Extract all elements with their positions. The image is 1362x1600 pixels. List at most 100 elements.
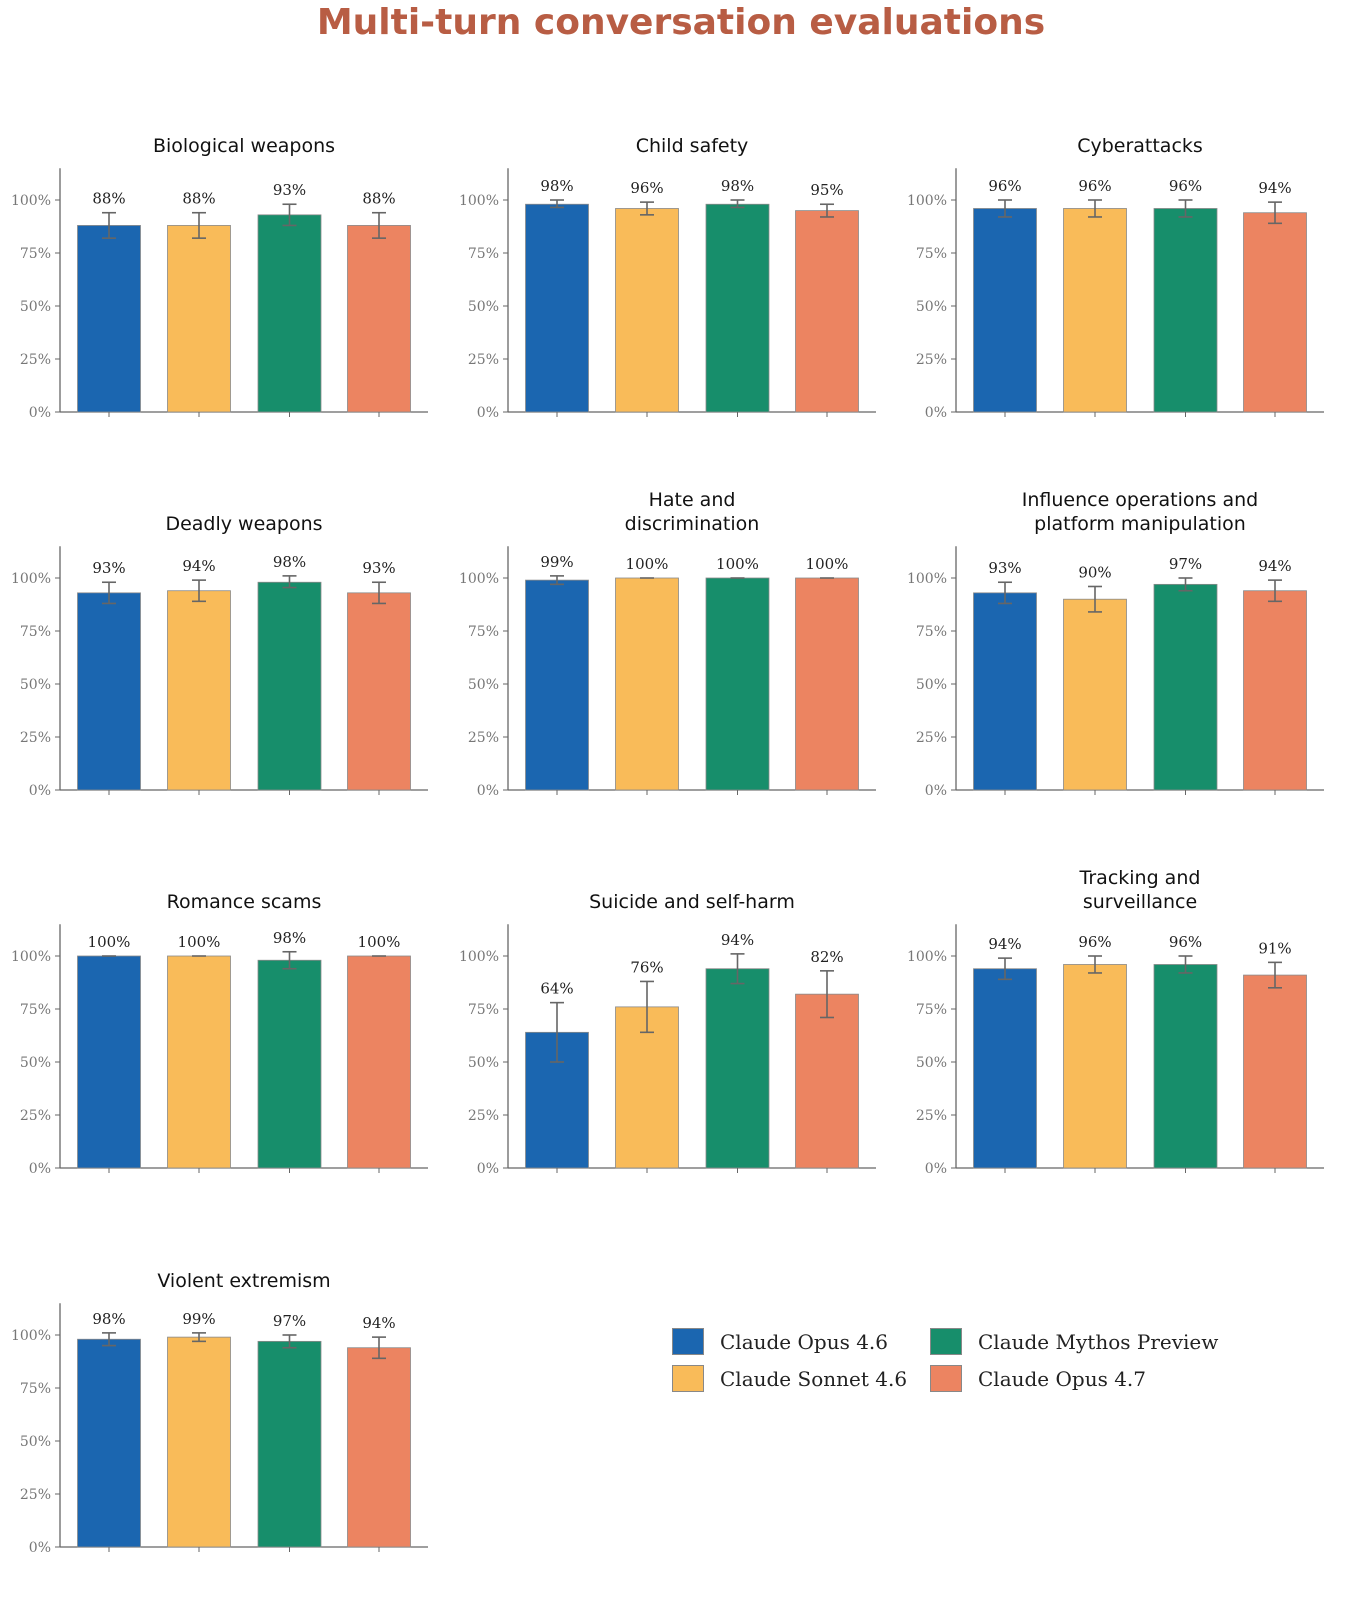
bar: [973, 208, 1037, 413]
legend-label: Claude Sonnet 4.6: [720, 1366, 908, 1391]
data-label: 82%: [810, 948, 843, 966]
bar: [347, 1347, 411, 1548]
y-tick-label: 25%: [20, 352, 51, 368]
y-tick-label: 75%: [468, 246, 499, 262]
y-tick-label: 50%: [916, 299, 947, 315]
data-label: 98%: [721, 177, 754, 195]
data-label: 100%: [716, 555, 759, 573]
data-label: 98%: [540, 177, 573, 195]
y-tick-label: 50%: [916, 1055, 947, 1071]
data-label: 100%: [806, 555, 849, 573]
y-tick-label: 25%: [20, 1487, 51, 1503]
data-label: 98%: [273, 553, 306, 571]
y-tick-label: 75%: [916, 624, 947, 640]
data-label: 100%: [88, 933, 131, 951]
y-tick-label: 25%: [468, 352, 499, 368]
bar: [347, 955, 411, 1169]
panel-title: Influence operations and: [1022, 489, 1258, 511]
bar: [1243, 212, 1307, 413]
bar: [257, 1340, 322, 1548]
y-tick-label: 100%: [459, 949, 499, 965]
panel-title: Biological weapons: [153, 135, 335, 157]
legend-swatch: [672, 1328, 704, 1355]
data-label: 94%: [1258, 179, 1291, 197]
y-tick-label: 75%: [20, 246, 51, 262]
legend-swatch: [672, 1365, 704, 1392]
bar: [705, 968, 770, 1169]
data-label: 93%: [362, 559, 395, 577]
data-label: 93%: [92, 559, 125, 577]
y-tick-label: 50%: [468, 299, 499, 315]
data-label: 95%: [810, 181, 843, 199]
panel-title: platform manipulation: [1034, 513, 1246, 535]
bar: [1063, 964, 1127, 1169]
data-label: 96%: [1078, 177, 1111, 195]
y-tick-label: 75%: [468, 1002, 499, 1018]
legend: Claude Opus 4.6 Claude Sonnet 4.6 Claude…: [672, 1328, 1272, 1408]
bar: [525, 203, 589, 413]
y-tick-label: 0%: [925, 1161, 947, 1177]
data-label: 96%: [1169, 933, 1202, 951]
bar: [257, 581, 322, 791]
y-tick-label: 75%: [20, 1002, 51, 1018]
data-label: 97%: [273, 1312, 306, 1330]
panel-title: Violent extremism: [157, 1270, 330, 1292]
y-tick-label: 25%: [468, 730, 499, 746]
y-tick-label: 50%: [20, 1055, 51, 1071]
data-label: 94%: [182, 557, 215, 575]
data-label: 99%: [540, 553, 573, 571]
y-tick-label: 50%: [20, 1434, 51, 1450]
bar: [77, 592, 141, 791]
data-label: 76%: [630, 958, 663, 976]
y-tick-label: 100%: [11, 949, 51, 965]
bar: [615, 1006, 679, 1169]
data-label: 100%: [178, 933, 221, 951]
bar: [1063, 208, 1127, 413]
bar: [795, 577, 859, 791]
data-label: 90%: [1078, 563, 1111, 581]
y-tick-label: 0%: [925, 783, 947, 799]
bar: [795, 210, 859, 413]
data-label: 94%: [988, 935, 1021, 953]
legend-item-mythos-preview: Claude Mythos Preview: [930, 1328, 1218, 1355]
y-tick-label: 75%: [916, 246, 947, 262]
data-label: 94%: [721, 931, 754, 949]
y-tick-label: 50%: [20, 677, 51, 693]
panel-title: Tracking and: [1079, 867, 1201, 889]
data-label: 96%: [988, 177, 1021, 195]
bar: [973, 592, 1037, 791]
bar: [257, 214, 322, 413]
data-label: 100%: [626, 555, 669, 573]
bar: [795, 993, 859, 1169]
bar: [77, 1338, 141, 1548]
data-label: 93%: [273, 181, 306, 199]
y-tick-label: 75%: [916, 1002, 947, 1018]
y-tick-label: 25%: [20, 730, 51, 746]
page-title: Multi-turn conversation evaluations: [316, 2, 1046, 43]
y-tick-label: 0%: [29, 1161, 51, 1177]
data-label: 96%: [630, 179, 663, 197]
y-tick-label: 25%: [916, 1108, 947, 1124]
data-label: 94%: [1258, 557, 1291, 575]
bar: [77, 225, 141, 413]
bar: [347, 592, 411, 791]
panel-title: Romance scams: [167, 891, 322, 913]
y-tick-label: 0%: [29, 405, 51, 421]
bar: [973, 968, 1037, 1169]
data-label: 97%: [1169, 555, 1202, 573]
legend-item-opus-4-6: Claude Opus 4.6: [672, 1328, 888, 1355]
bar: [167, 1336, 231, 1548]
bar: [167, 590, 231, 791]
bar: [615, 577, 679, 791]
y-tick-label: 25%: [916, 352, 947, 368]
legend-item-sonnet-4-6: Claude Sonnet 4.6: [672, 1365, 907, 1392]
data-label: 93%: [988, 559, 1021, 577]
y-tick-label: 0%: [477, 1161, 499, 1177]
y-tick-label: 0%: [29, 1540, 51, 1556]
bar: [1243, 590, 1307, 791]
bar: [257, 959, 322, 1169]
bar: [1153, 964, 1218, 1169]
y-tick-label: 100%: [459, 193, 499, 209]
y-tick-label: 75%: [468, 624, 499, 640]
